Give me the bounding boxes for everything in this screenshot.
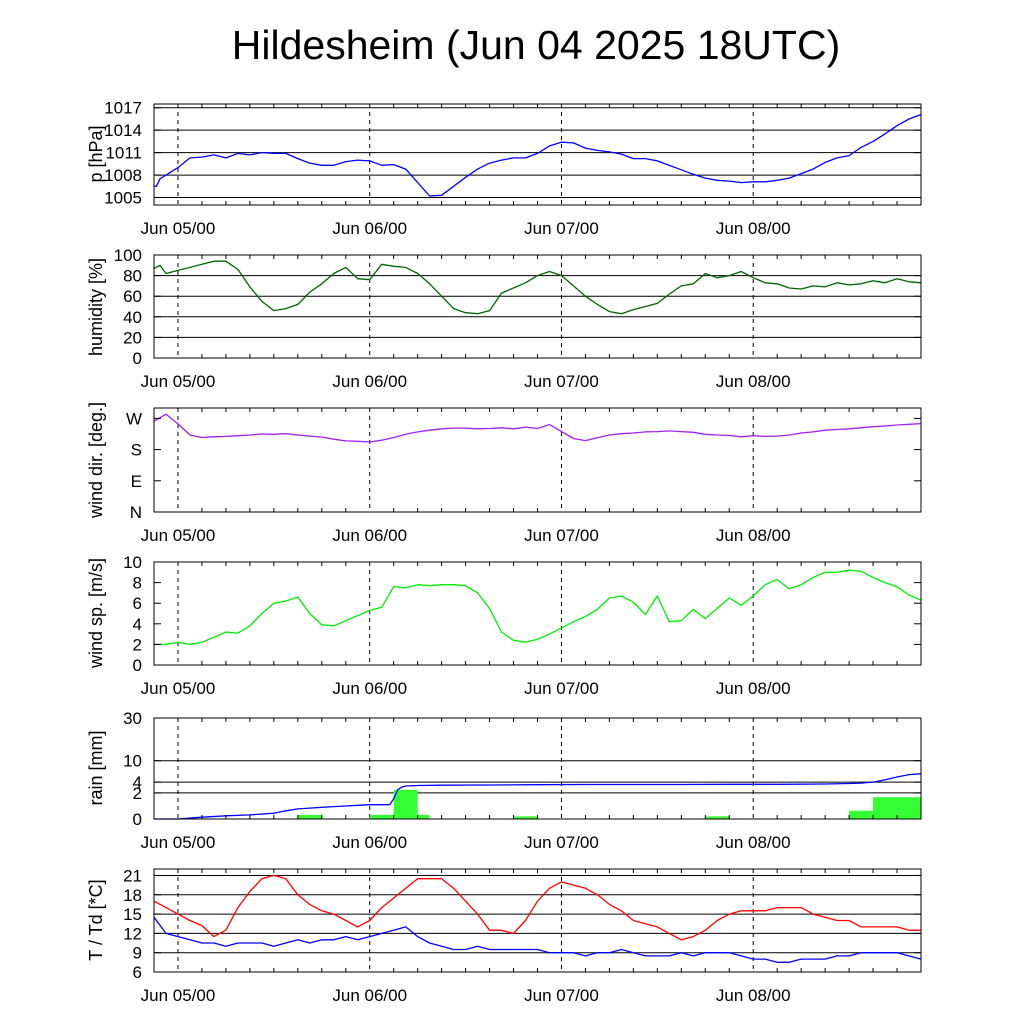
series-line-accumulated <box>154 773 922 820</box>
y-tick-label: 4 <box>133 615 142 634</box>
x-tick-label: Jun 06/00 <box>332 219 407 238</box>
y-tick-label: 1008 <box>104 166 142 185</box>
panel-5: 0 24 10 30 rain [mm] Jun 05/00 Jun 06/00 Jun 07… <box>86 709 922 852</box>
x-tick-label: Jun 06/00 <box>332 372 407 391</box>
x-tick-label: Jun 07/00 <box>524 219 599 238</box>
y-tick-label: 40 <box>123 308 142 327</box>
rain-bar <box>513 816 538 819</box>
y-tick-label: 8 <box>133 574 142 593</box>
x-tick-label: Jun 07/00 <box>524 679 599 698</box>
y-tick-label: 1017 <box>104 99 142 118</box>
y-tick-label: 15 <box>123 905 142 924</box>
y-tick-label: 1014 <box>104 121 142 140</box>
plot-frame <box>153 103 922 206</box>
y-axis-label: T / Td [*C] <box>86 879 106 960</box>
y-tick-label: 21 <box>123 866 142 885</box>
y-tick-label: 0 <box>133 810 142 829</box>
y-tick-label: 2 <box>133 635 142 654</box>
x-tick-label: Jun 07/00 <box>524 986 599 1005</box>
x-tick-label: Jun 08/00 <box>716 372 791 391</box>
x-tick-label: Jun 08/00 <box>716 219 791 238</box>
x-tick-label: Jun 07/00 <box>524 372 599 391</box>
panel-1: 1005 1008 1011 1014 1017 p [hPa] Jun 05/00 Jun … <box>86 99 922 238</box>
y-tick-label: 100 <box>114 246 142 265</box>
series-line-1 <box>154 113 922 197</box>
x-tick-label: Jun 06/00 <box>332 986 407 1005</box>
y-tick-label: 18 <box>123 886 142 905</box>
y-axis-label: wind sp. [m/s] <box>86 558 106 669</box>
rain-bar <box>297 814 322 819</box>
y-axis-label: humidity [%] <box>86 258 106 356</box>
rain-bar <box>705 816 730 819</box>
series-line-1 <box>154 569 922 646</box>
y-tick-label: W <box>126 409 142 428</box>
series-line-1 <box>153 413 922 443</box>
x-tick-label: Jun 07/00 <box>524 833 599 852</box>
y-axis-label: wind dir. [deg.] <box>86 402 106 519</box>
y-tick-label: 9 <box>133 944 142 963</box>
x-tick-label: Jun 08/00 <box>716 833 791 852</box>
plot-frame <box>153 717 922 820</box>
rain-bar <box>369 814 394 819</box>
x-tick-label: Jun 07/00 <box>524 526 599 545</box>
y-tick-label: 80 <box>123 267 142 286</box>
y-tick-label: 30 <box>123 709 142 728</box>
x-tick-label: Jun 05/00 <box>141 986 216 1005</box>
x-tick-label: Jun 05/00 <box>141 372 216 391</box>
y-tick-label: 6 <box>133 594 142 613</box>
x-tick-label: Jun 06/00 <box>332 833 407 852</box>
y-tick-label: 20 <box>123 328 142 347</box>
plot-frame <box>153 407 922 513</box>
y-tick-label: 4 <box>133 773 142 792</box>
y-axis-label: p [hPa] <box>86 125 106 182</box>
x-tick-label: Jun 05/00 <box>141 219 216 238</box>
y-tick-label: S <box>131 441 142 460</box>
y-tick-label: 6 <box>133 963 142 982</box>
y-tick-label: 2 <box>133 784 142 803</box>
y-tick-label: 0 <box>133 349 142 368</box>
series-line-Td <box>153 916 922 963</box>
x-tick-label: Jun 05/00 <box>141 679 216 698</box>
y-tick-label: 10 <box>123 752 142 771</box>
plot-frame <box>153 868 922 973</box>
y-tick-label: 60 <box>123 287 142 306</box>
x-tick-label: Jun 08/00 <box>716 526 791 545</box>
rain-bar <box>873 797 921 819</box>
rain-bar <box>849 810 874 819</box>
x-tick-label: Jun 08/00 <box>716 986 791 1005</box>
x-tick-label: Jun 05/00 <box>141 833 216 852</box>
x-tick-label: Jun 06/00 <box>332 679 407 698</box>
y-tick-label: 0 <box>133 656 142 675</box>
rain-bar <box>393 789 418 819</box>
x-tick-label: Jun 08/00 <box>716 679 791 698</box>
y-axis-label: rain [mm] <box>86 730 106 805</box>
y-tick-label: 1005 <box>104 189 142 208</box>
series-line-1 <box>153 260 922 315</box>
y-tick-label: N <box>130 503 142 522</box>
y-tick-label: 10 <box>123 553 142 572</box>
x-tick-label: Jun 06/00 <box>332 526 407 545</box>
plot-frame <box>153 561 922 666</box>
x-tick-label: Jun 05/00 <box>141 526 216 545</box>
y-tick-label: E <box>131 472 142 491</box>
series-line-T <box>153 874 921 941</box>
y-tick-label: 1011 <box>105 144 142 163</box>
chart-title: Hildesheim (Jun 04 2025 18UTC) <box>231 22 841 68</box>
y-tick-label: 12 <box>123 924 142 943</box>
panel-4: 0 24 68 10 wind sp. [m/s] Jun 05/00 Jun 06/00 J… <box>86 553 922 698</box>
